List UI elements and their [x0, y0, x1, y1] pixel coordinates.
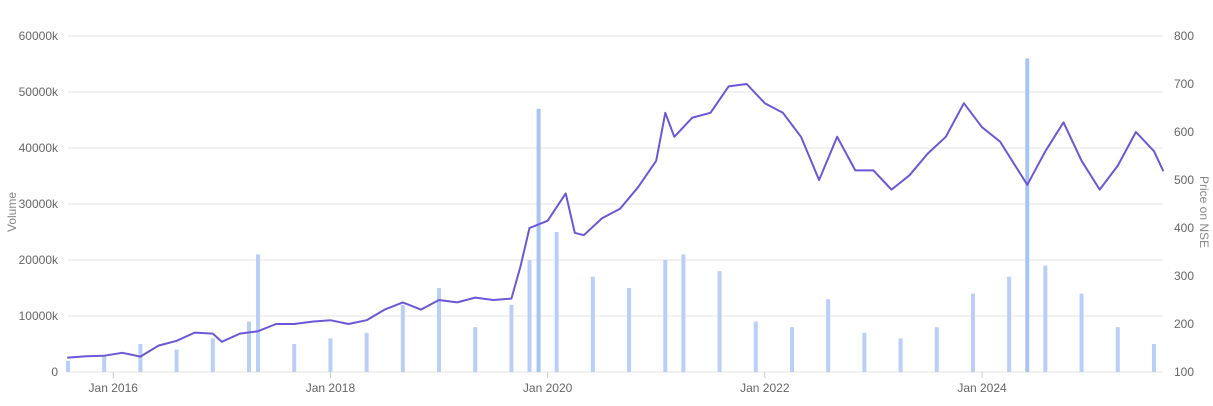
- volume-bar: [328, 338, 333, 372]
- volume-bar: [292, 344, 297, 372]
- x-tick-label: Jan 2022: [740, 381, 790, 395]
- right-tick-label: 100: [1174, 365, 1194, 379]
- volume-bar: [138, 344, 143, 372]
- volume-bar: [1043, 265, 1048, 372]
- left-axis-ticks: 0 10000k 20000k 30000k 40000k 50000k 60000k: [19, 29, 59, 379]
- volume-bar: [400, 304, 405, 372]
- right-tick-label: 600: [1174, 125, 1194, 139]
- left-tick-label: 20000k: [19, 253, 59, 267]
- grid: [68, 35, 1163, 373]
- volume-bar: [536, 108, 541, 373]
- right-tick-label: 500: [1174, 173, 1194, 187]
- right-tick-label: 400: [1174, 221, 1194, 235]
- volume-bar: [256, 254, 261, 372]
- volume-bar: [681, 254, 686, 372]
- volume-bar: [970, 293, 975, 372]
- right-axis-title: Price on NSE: [1197, 176, 1211, 248]
- right-tick-label: 200: [1174, 317, 1194, 331]
- volume-bar: [210, 338, 215, 372]
- right-tick-label: 300: [1174, 269, 1194, 283]
- right-tick-label: 800: [1174, 29, 1194, 43]
- volume-bar: [102, 355, 107, 372]
- volume-bar: [717, 271, 722, 372]
- volume-bar: [1007, 276, 1012, 372]
- volume-bar: [590, 276, 595, 372]
- volume-bar: [66, 360, 70, 372]
- left-axis-title: Volume: [5, 192, 19, 232]
- volume-bar: [826, 299, 831, 372]
- volume-bar: [627, 288, 632, 372]
- volume-bar: [753, 321, 758, 372]
- volume-bar: [364, 332, 369, 372]
- volume-bar: [554, 232, 559, 372]
- volume-bar: [437, 288, 442, 372]
- volume-bars: [66, 58, 1156, 373]
- volume-bar: [1025, 58, 1030, 373]
- volume-bar: [1115, 327, 1120, 372]
- volume-bar: [527, 260, 532, 372]
- right-tick-label: 700: [1174, 77, 1194, 91]
- volume-bar: [663, 260, 668, 372]
- volume-bar: [473, 327, 478, 372]
- x-tick-label: Jan 2020: [523, 381, 573, 395]
- volume-bar: [934, 327, 939, 372]
- volume-bar: [246, 321, 251, 372]
- x-tick-label: Jan 2018: [306, 381, 356, 395]
- volume-bar: [174, 349, 179, 372]
- left-tick-label: 60000k: [19, 29, 59, 43]
- left-tick-label: 40000k: [19, 141, 59, 155]
- x-tick-label: Jan 2024: [957, 381, 1007, 395]
- price-line-layer: [67, 83, 1164, 359]
- volume-bar: [1151, 344, 1156, 372]
- price-line: [67, 83, 1164, 359]
- x-axis-ticks: Jan 2016 Jan 2018 Jan 2020 Jan 2022 Jan 2024: [89, 372, 1007, 395]
- left-tick-label: 30000k: [19, 197, 59, 211]
- left-tick-label: 10000k: [19, 309, 59, 323]
- volume-bar: [898, 338, 903, 372]
- left-tick-label: 0: [51, 365, 58, 379]
- volume-bar: [862, 332, 867, 372]
- volume-bar: [789, 327, 794, 372]
- volume-bar: [509, 304, 514, 372]
- right-axis-ticks: 100 200 300 400 500 600 700 800: [1174, 29, 1194, 379]
- left-tick-label: 50000k: [19, 85, 59, 99]
- x-tick-label: Jan 2016: [89, 381, 139, 395]
- volume-bar: [1079, 293, 1084, 372]
